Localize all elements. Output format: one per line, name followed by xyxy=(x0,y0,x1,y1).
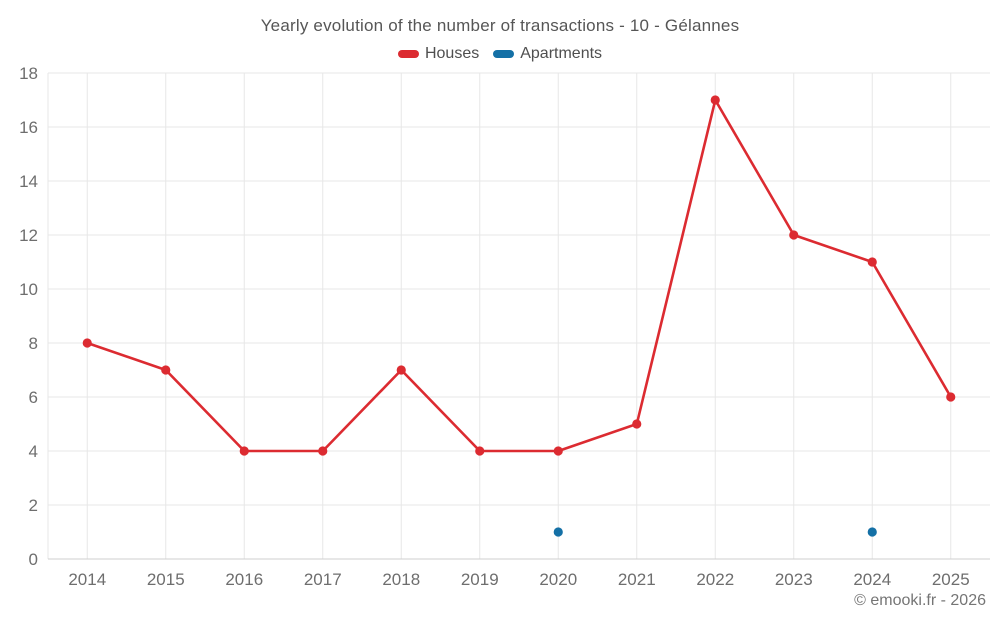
chart-title: Yearly evolution of the number of transa… xyxy=(260,16,740,35)
data-point-apartments-2024[interactable] xyxy=(867,527,877,537)
houses-series-swatch-icon xyxy=(397,50,419,58)
y-axis-tick-label: 10 xyxy=(19,280,38,299)
y-axis-tick-label: 16 xyxy=(19,118,38,137)
x-axis-tick-label: 2018 xyxy=(382,570,420,589)
data-point-houses-2020[interactable] xyxy=(553,446,563,456)
data-point-houses-2018[interactable] xyxy=(396,365,406,375)
x-axis-tick-label: 2019 xyxy=(461,570,499,589)
legend-label-apartments: Apartments xyxy=(520,45,603,62)
x-axis-tick-label: 2014 xyxy=(68,570,106,589)
data-point-houses-2014[interactable] xyxy=(82,338,92,348)
y-axis-tick-label: 6 xyxy=(29,388,38,407)
x-axis-tick-label: 2023 xyxy=(775,570,813,589)
apartments-series-swatch-icon xyxy=(493,50,515,58)
copyright-footer: © emooki.fr - 2026 xyxy=(854,592,986,609)
legend: Houses Apartments xyxy=(0,45,1000,63)
y-axis-tick-label: 0 xyxy=(29,550,38,569)
y-axis-tick-label: 12 xyxy=(19,226,38,245)
data-point-houses-2023[interactable] xyxy=(789,230,799,240)
data-point-houses-2015[interactable] xyxy=(161,365,171,375)
x-axis-tick-label: 2024 xyxy=(853,570,891,589)
y-axis-tick-label: 8 xyxy=(29,334,38,353)
x-axis-tick-label: 2020 xyxy=(539,570,577,589)
data-point-houses-2016[interactable] xyxy=(239,446,249,456)
x-axis-tick-label: 2025 xyxy=(932,570,970,589)
y-axis-tick-label: 2 xyxy=(29,496,38,515)
data-point-houses-2022[interactable] xyxy=(710,95,720,105)
legend-item-houses[interactable]: Houses xyxy=(397,45,480,63)
data-point-houses-2017[interactable] xyxy=(318,446,328,456)
y-axis-tick-label: 14 xyxy=(19,172,38,191)
data-point-houses-2021[interactable] xyxy=(632,419,642,429)
data-point-houses-2024[interactable] xyxy=(867,257,877,267)
y-axis-tick-label: 18 xyxy=(19,64,38,83)
x-axis-tick-label: 2017 xyxy=(304,570,342,589)
series-line-houses xyxy=(86,98,953,453)
y-axis-tick-label: 4 xyxy=(29,442,38,461)
legend-item-apartments[interactable]: Apartments xyxy=(493,45,602,63)
data-point-houses-2025[interactable] xyxy=(946,392,956,402)
legend-label-houses: Houses xyxy=(424,45,480,62)
x-axis-tick-label: 2022 xyxy=(696,570,734,589)
x-axis-tick-label: 2021 xyxy=(618,570,656,589)
data-point-houses-2019[interactable] xyxy=(475,446,485,456)
data-point-apartments-2020[interactable] xyxy=(553,527,563,537)
x-axis-tick-label: 2015 xyxy=(147,570,185,589)
x-axis-tick-label: 2016 xyxy=(225,570,263,589)
